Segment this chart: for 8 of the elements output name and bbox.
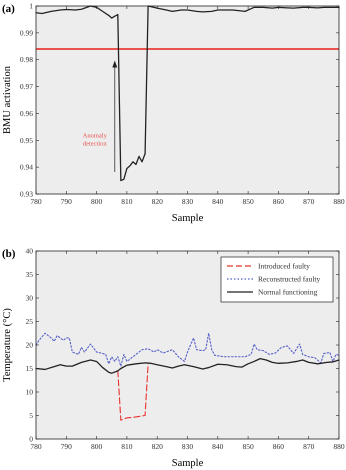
y-axis-title: Temperature (°C) [2, 308, 13, 382]
x-axis-title: Sample [172, 213, 204, 224]
line-series [117, 363, 149, 421]
chart-title: (b) [2, 248, 16, 260]
line-series [35, 332, 340, 367]
x-axis-title: Sample [172, 458, 204, 469]
chart-title: (a) [2, 3, 16, 15]
y-axis-title: BMU activation [2, 65, 13, 134]
